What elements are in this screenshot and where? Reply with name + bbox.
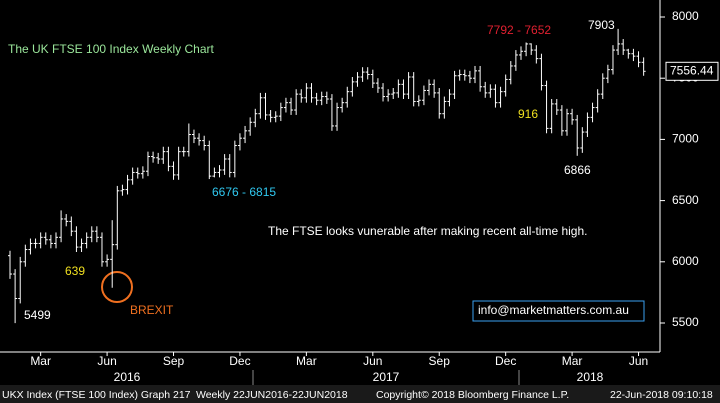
x-tick-label: Sep <box>163 354 185 368</box>
comment: The FTSE looks vunerable after making re… <box>268 224 587 238</box>
footer-text: Copyright© 2018 Bloomberg Finance L.P. <box>376 389 569 401</box>
x-tick-label: Jun <box>97 354 116 368</box>
last-price-label: 7556.44 <box>670 63 714 77</box>
x-tick-label: Jun <box>629 354 648 368</box>
y-tick-label: 8000 <box>672 9 699 23</box>
x-tick-label: Sep <box>429 354 451 368</box>
year-label: 2018 <box>577 370 604 384</box>
annotation: 6866 <box>564 163 591 177</box>
y-tick-label: 7000 <box>672 132 699 146</box>
annotation: 7903 <box>588 18 615 32</box>
last-price-box <box>665 61 719 81</box>
x-tick-label: Mar <box>562 354 583 368</box>
annotation: 6676 - 6815 <box>212 185 276 199</box>
y-tick-label: 6000 <box>672 254 699 268</box>
x-tick-label: Mar <box>30 354 51 368</box>
footer-text: Weekly 22JUN2016-22JUN2018 <box>196 389 348 401</box>
annotation: info@marketmatters.com.au <box>478 303 629 317</box>
footer-band <box>0 385 720 403</box>
annotation: 639 <box>65 264 85 278</box>
annotation: 5499 <box>24 308 51 322</box>
y-tick-label: 6500 <box>672 193 699 207</box>
brexit-circle <box>101 271 133 303</box>
x-tick-label: Jun <box>363 354 382 368</box>
chart-title: The UK FTSE 100 Index Weekly Chart <box>8 42 215 56</box>
annotation: 916 <box>518 107 538 121</box>
x-tick-label: Mar <box>296 354 317 368</box>
x-tick-label: Dec <box>229 354 250 368</box>
footer-text: 22-Jun-2018 09:10:18 <box>610 389 713 401</box>
annotation: BREXIT <box>130 303 174 317</box>
info-box <box>472 300 645 322</box>
x-tick-label: Dec <box>495 354 516 368</box>
annotation: 7792 - 7652 <box>487 23 551 37</box>
year-label: 2017 <box>373 370 400 384</box>
footer-text: UKX Index (FTSE 100 Index) Graph 217 <box>2 389 191 401</box>
year-label: 2016 <box>114 370 141 384</box>
y-tick-label: 5500 <box>672 315 699 329</box>
